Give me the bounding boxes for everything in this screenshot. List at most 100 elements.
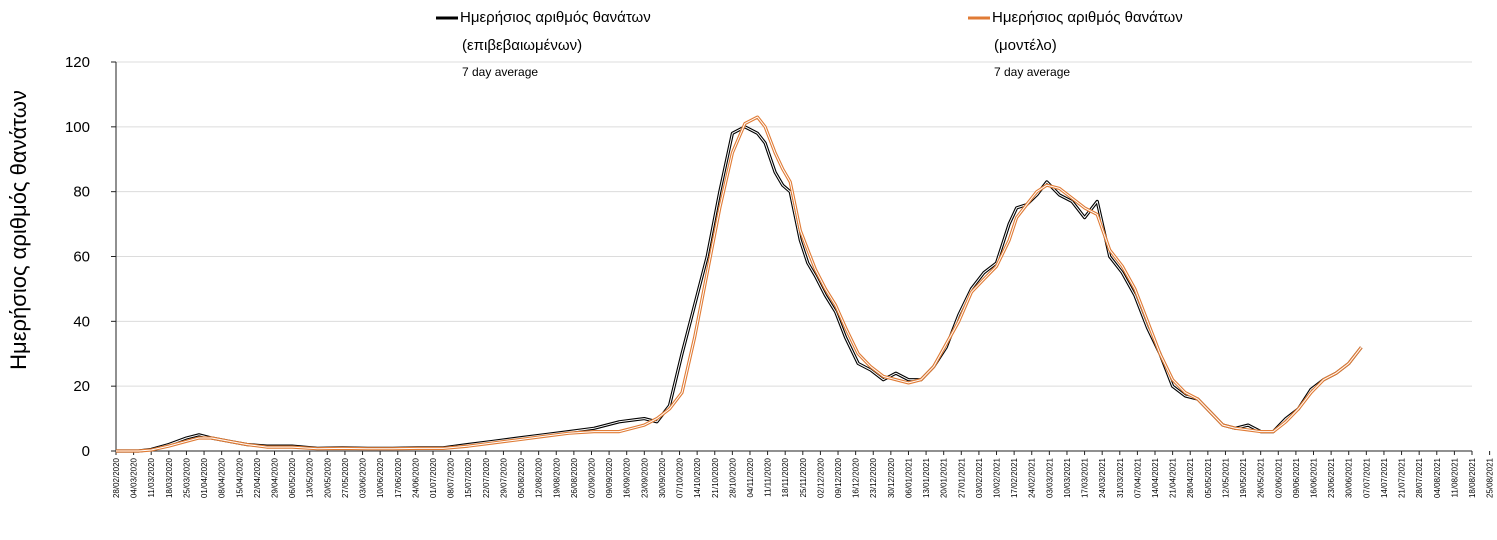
x-tick-label: 12/05/2021	[1221, 457, 1230, 498]
x-tick-label: 05/05/2021	[1204, 457, 1213, 498]
x-tick-label: 20/05/2020	[323, 457, 332, 498]
gridlines	[116, 61, 1472, 387]
x-tick-label: 31/03/2021	[1116, 457, 1125, 498]
x-tick-label: 10/06/2020	[376, 457, 385, 498]
x-tick-label: 26/08/2020	[570, 457, 579, 498]
series-confirmed-line	[116, 126, 1362, 452]
x-tick-label: 21/07/2021	[1398, 457, 1407, 498]
x-tick-label: 29/04/2020	[270, 457, 279, 498]
x-tick-label: 16/12/2020	[852, 457, 861, 498]
x-tick-label: 19/05/2021	[1239, 457, 1248, 498]
x-tick-label: 06/05/2020	[288, 457, 297, 498]
legend-model-line1: Ημερήσιος αριθμός θανάτων	[992, 9, 1183, 26]
y-tick-label: 80	[73, 184, 90, 201]
x-tick-label: 07/10/2020	[676, 457, 685, 498]
x-tick-label: 11/03/2020	[147, 457, 156, 497]
y-axis-ticks: 0 20 40 60 80 100 120	[65, 54, 116, 460]
x-tick-label: 16/06/2021	[1310, 457, 1319, 498]
legend-model-note: 7 day average	[994, 65, 1070, 79]
x-tick-label: 27/05/2020	[341, 457, 350, 498]
x-tick-label: 11/11/2020	[764, 457, 773, 496]
series-model-outline	[116, 115, 1363, 453]
x-tick-label: 22/07/2020	[482, 457, 491, 498]
series-lines	[116, 115, 1363, 453]
x-tick-label: 25/08/2021	[1486, 457, 1495, 498]
x-tick-label: 14/10/2020	[693, 457, 702, 498]
x-tick-label: 18/03/2020	[165, 457, 174, 498]
x-tick-label: 03/02/2021	[975, 457, 984, 498]
x-tick-label: 15/04/2020	[235, 457, 244, 498]
x-tick-label: 04/08/2021	[1433, 457, 1442, 498]
x-tick-label: 10/02/2021	[993, 457, 1002, 498]
x-tick-label: 26/05/2021	[1257, 457, 1266, 498]
x-tick-label: 24/03/2021	[1098, 457, 1107, 498]
legend-confirmed-line2: (επιβεβαιωμένων)	[462, 37, 582, 54]
x-tick-label: 30/06/2021	[1345, 457, 1354, 498]
x-tick-label: 09/09/2020	[605, 457, 614, 498]
legend-model-line2: (μοντέλο)	[994, 37, 1057, 54]
x-tick-label: 24/02/2021	[1028, 457, 1037, 498]
legend-confirmed-line1: Ημερήσιος αριθμός θανάτων	[460, 9, 651, 26]
legend-confirmed: Ημερήσιος αριθμός θανάτων (επιβεβαιωμένω…	[436, 9, 651, 79]
x-tick-label: 18/08/2021	[1468, 457, 1477, 498]
x-tick-label: 01/07/2020	[429, 457, 438, 498]
x-tick-label: 28/02/2020	[112, 457, 121, 498]
x-tick-label: 24/06/2020	[411, 457, 420, 498]
x-tick-label: 30/12/2020	[887, 457, 896, 498]
x-tick-label: 12/08/2020	[535, 457, 544, 498]
x-tick-label: 02/06/2021	[1274, 457, 1283, 498]
x-tick-label: 17/03/2021	[1081, 457, 1090, 498]
y-tick-label: 120	[65, 54, 90, 71]
x-tick-label: 16/09/2020	[623, 457, 632, 498]
series-model-line	[116, 116, 1362, 452]
y-tick-label: 0	[82, 443, 90, 460]
x-tick-label: 14/04/2021	[1151, 457, 1160, 498]
legend-model: Ημερήσιος αριθμός θανάτων (μοντέλο) 7 da…	[968, 9, 1183, 79]
legend-confirmed-note: 7 day average	[462, 65, 538, 79]
x-tick-label: 18/11/2020	[781, 457, 790, 497]
x-tick-label: 17/06/2020	[394, 457, 403, 498]
x-tick-label: 03/06/2020	[359, 457, 368, 498]
x-tick-label: 23/09/2020	[640, 457, 649, 498]
y-tick-label: 20	[73, 378, 90, 395]
x-tick-label: 23/06/2021	[1327, 457, 1336, 498]
x-tick-label: 20/01/2021	[940, 457, 949, 498]
x-tick-label: 23/12/2020	[869, 457, 878, 498]
x-tick-label: 02/09/2020	[587, 457, 596, 498]
x-tick-label: 30/09/2020	[658, 457, 667, 498]
x-tick-label: 13/01/2021	[922, 457, 931, 498]
x-tick-label: 01/04/2020	[200, 457, 209, 498]
x-axis-ticks: 28/02/2020 04/03/2020 11/03/2020 18/03/2020…	[112, 451, 1495, 498]
x-tick-label: 27/01/2021	[957, 457, 966, 498]
x-tick-label: 10/03/2021	[1063, 457, 1072, 498]
x-tick-label: 19/08/2020	[552, 457, 561, 498]
x-tick-label: 21/10/2020	[711, 457, 720, 498]
x-tick-label: 07/04/2021	[1133, 457, 1142, 498]
x-tick-label: 05/08/2020	[517, 457, 526, 498]
x-tick-label: 17/02/2021	[1010, 457, 1019, 498]
series-confirmed-outline	[116, 125, 1363, 453]
x-tick-label: 21/04/2021	[1169, 457, 1178, 498]
x-tick-label: 09/06/2021	[1292, 457, 1301, 498]
x-tick-label: 11/08/2021	[1450, 457, 1459, 497]
x-tick-label: 07/07/2021	[1362, 457, 1371, 498]
x-tick-label: 08/04/2020	[218, 457, 227, 498]
y-tick-label: 60	[73, 249, 90, 266]
x-tick-label: 15/07/2020	[464, 457, 473, 498]
x-tick-label: 09/12/2020	[834, 457, 843, 498]
x-tick-label: 04/11/2020	[746, 457, 755, 497]
x-tick-label: 25/11/2020	[799, 457, 808, 497]
x-tick-label: 28/07/2021	[1415, 457, 1424, 498]
y-tick-label: 40	[73, 313, 90, 330]
x-tick-label: 28/10/2020	[728, 457, 737, 498]
x-tick-label: 13/05/2020	[306, 457, 315, 498]
x-tick-label: 08/07/2020	[447, 457, 456, 498]
x-tick-label: 28/04/2021	[1186, 457, 1195, 498]
x-tick-label: 25/03/2020	[182, 457, 191, 498]
x-tick-label: 22/04/2020	[253, 457, 262, 498]
y-axis-label: Ημερήσιος αριθμός θανάτων	[6, 90, 31, 370]
x-tick-label: 02/12/2020	[816, 457, 825, 498]
x-tick-label: 03/03/2021	[1045, 457, 1054, 498]
y-tick-label: 100	[65, 119, 90, 136]
x-tick-label: 04/03/2020	[130, 457, 139, 498]
